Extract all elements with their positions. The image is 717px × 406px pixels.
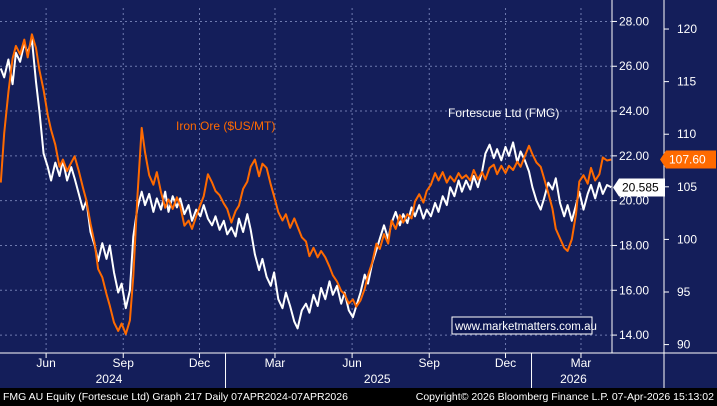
badge-shape [660,150,716,169]
badge-value: 107.60 [669,152,706,166]
x-axis-tick-label: Sep [419,356,441,370]
badge-value: 20.585 [622,181,659,195]
right-axis-tick-label: 120 [677,22,697,36]
x-axis-year-label: 2026 [560,372,587,386]
right-axis-tick-label: 115 [677,75,696,89]
left-axis-tick-label: 24.00 [619,104,649,118]
x-axis-tick-label: Mar [265,356,286,370]
right-axis-tick-label: 90 [677,338,691,352]
iron-ore-price-line [0,33,612,336]
footer-bar: FMG AU Equity (Fortescue Ltd) Graph 217 … [0,388,717,406]
left-axis-tick-label: 16.00 [619,283,649,297]
left-axis-tick-label: 26.00 [619,59,649,73]
iron-ore-last-value-badge: 107.60 [660,150,716,169]
x-axis-tick-label: Jun [36,356,55,370]
left-axis-tick-label: 14.00 [619,328,649,342]
x-axis-tick-label: Mar [571,356,592,370]
x-axis-tick-label: Sep [113,356,135,370]
left-axis-tick-label: 22.00 [619,149,649,163]
footer-copyright: Copyright© 2026 Bloomberg Finance L.P. 0… [415,391,714,403]
x-axis-tick-label: Dec [495,356,516,370]
right-axis-tick-label: 110 [677,127,696,141]
footer-security-info: FMG AU Equity (Fortescue Ltd) Graph 217 … [3,391,348,403]
right-axis-tick-label: 105 [677,180,697,194]
left-axis-tick-label: 20.00 [619,194,649,208]
iron-ore-series-label: Iron Ore ($US/MT) [176,119,275,133]
badge-shape [613,178,665,197]
price-chart: 14.00 16.00 18.00 20.00 22.00 24.00 26.00 28.00… [0,0,717,388]
left-axis-tick-label: 28.00 [619,14,649,28]
x-axis-year-label: 2025 [364,372,391,386]
left-axis-tick-label: 18.00 [619,238,649,252]
watermark-text: www.marketmatters.com.au [454,321,597,333]
fmg-price-line [0,38,612,330]
right-axis-tick-label: 95 [677,285,691,299]
watermark: www.marketmatters.com.au [451,316,597,335]
fmg-last-value-badge: 20.585 [613,178,665,197]
fmg-series-label: Fortescue Ltd (FMG) [448,106,559,120]
x-axis-tick-label: Jun [342,356,361,370]
watermark-box [451,316,593,335]
x-axis-year-label: 2024 [96,372,123,386]
x-axis-tick-label: Dec [189,356,210,370]
right-axis-tick-label: 100 [677,232,697,246]
